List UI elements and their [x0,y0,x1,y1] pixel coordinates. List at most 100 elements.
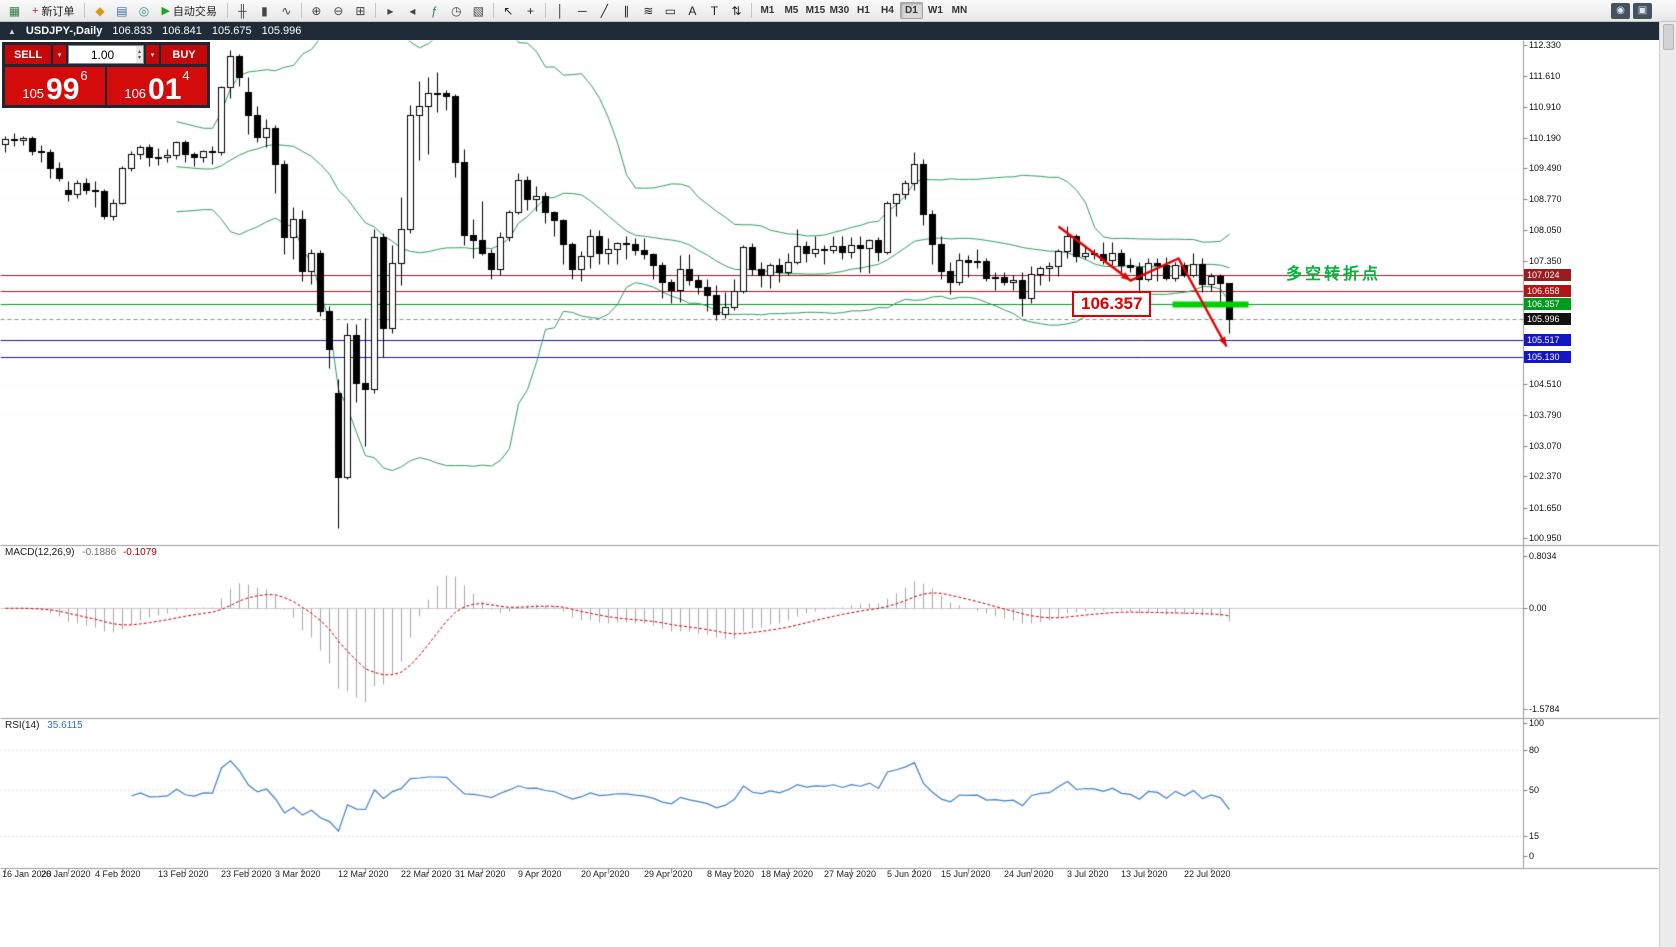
new-order-button[interactable]: + 新订单 [26,2,80,20]
sell-price-box[interactable]: 105 99 6 [5,67,105,105]
candlestick-chart-icon: ▮ [261,3,268,18]
sell-dropdown-caret-icon[interactable]: ▾ [53,45,66,64]
horizontal-line-icon: ─ [578,3,587,18]
timeframe-d1[interactable]: D1 [899,2,923,19]
ohlc-high: 106.841 [162,25,202,37]
arrows-icon[interactable]: ⇅ [726,2,747,20]
macd-label: MACD(12,26,9) -0.1886 -0.1079 [5,547,157,558]
spinner-down-icon[interactable]: ▾ [137,54,141,61]
trendline-icon: ╱ [600,3,609,18]
timeframe-m5[interactable]: M5 [784,5,799,16]
shapes-icon: ▭ [664,3,677,18]
window-scrollbar[interactable] [1659,22,1676,947]
buy-dropdown-caret-icon[interactable]: ▾ [146,45,159,64]
data-window-icon: ◎ [138,3,150,18]
crosshair-icon[interactable]: + [520,2,541,20]
fibonacci-icon[interactable]: ≋ [638,2,659,20]
sell-button[interactable]: SELL [5,45,51,64]
timeframe-m15[interactable]: M15 [805,5,826,16]
arrows-icon: ⇅ [731,3,742,18]
tile-windows-icon[interactable]: ⊞ [350,2,371,20]
shapes-icon[interactable]: ▭ [660,2,681,20]
new-chart-icon: ▦ [8,3,21,18]
one-click-trading-panel: SELL ▾ ▴ ▾ ▾ BUY 105 99 6 106 01 4 [2,42,210,108]
indicators-icon[interactable]: ƒ [424,2,445,20]
sell-price-sup: 6 [80,68,88,83]
line-chart-icon: ∿ [281,3,292,18]
zoom-in-icon: ⊕ [311,3,322,18]
timeframe-h4[interactable]: H4 [881,5,894,16]
timeframe-mn[interactable]: MN [951,5,968,16]
volume-input[interactable] [69,46,136,63]
ohlc-close: 105.996 [261,25,302,37]
vertical-line-icon[interactable]: │ [550,2,571,20]
symbol-info-bar: ▲ USDJPY-,Daily 106.833 106.841 105.675 … [0,22,1676,40]
zoom-in-icon[interactable]: ⊕ [306,2,327,20]
community-icon[interactable]: ▣ [1633,2,1652,19]
toolbar-separator [226,3,228,18]
line-chart-icon[interactable]: ∿ [276,2,297,20]
toolbar-separator [300,3,302,18]
autotrade-button[interactable]: ▶ 自动交易 [155,2,222,20]
text-label-icon: T [710,3,719,18]
toolbar-separator [492,3,494,18]
cursor-icon[interactable]: ↖ [498,2,519,20]
templates-icon[interactable]: ▧ [468,2,489,20]
fibonacci-icon: ≋ [643,3,654,18]
chart-shift-icon[interactable]: ◂ [402,2,423,20]
scrollbar-thumb[interactable] [1662,24,1674,50]
horizontal-line-icon[interactable]: ─ [572,2,593,20]
buy-price-box[interactable]: 106 01 4 [107,67,207,105]
trade-price-row: 105 99 6 106 01 4 [5,67,207,105]
zoom-out-icon[interactable]: ⊖ [328,2,349,20]
data-window-icon[interactable]: ◎ [133,2,154,20]
volume-spinner[interactable]: ▴ ▾ [135,46,143,63]
periods-icon[interactable]: ◷ [446,2,467,20]
cursor-icon: ↖ [503,3,514,18]
bar-chart-icon[interactable]: ╫ [232,2,253,20]
macd-main-value: -0.1886 [82,547,117,558]
periods-icon: ◷ [451,3,462,18]
text-label-icon[interactable]: T [704,2,725,20]
new-order-button-label: 新订单 [41,5,75,18]
timeframe-h1[interactable]: H1 [857,5,870,16]
metaeditor-icon[interactable]: ◆ [89,2,110,20]
equidistant-channel-icon[interactable]: ∥ [616,2,637,20]
auto-scroll-icon[interactable]: ▸ [380,2,401,20]
trade-controls-row: SELL ▾ ▴ ▾ ▾ BUY [5,45,207,64]
timeframe-m1[interactable]: M1 [760,5,775,16]
buy-price-prefix: 106 [124,86,147,102]
toolbar-separator [544,3,546,18]
toolbar-separator [374,3,376,18]
macd-name: MACD(12,26,9) [5,547,75,558]
candlestick-chart-icon[interactable]: ▮ [254,2,275,20]
buy-button[interactable]: BUY [161,45,207,64]
chart-canvas[interactable] [0,22,1676,947]
toolbar-right: ◉ ▣ [1611,2,1652,19]
sell-price-prefix: 105 [22,86,45,102]
toolbar-separator [84,3,86,18]
price-callout-box[interactable]: 106.357 [1072,291,1152,317]
market-watch-icon[interactable]: ▤ [111,2,132,20]
market-watch-icon: ▤ [116,3,128,18]
tile-windows-icon: ⊞ [355,3,366,18]
new-chart-icon[interactable]: ▦ [4,2,25,20]
text-icon[interactable]: A [682,2,703,20]
templates-icon: ▧ [472,3,485,18]
equidistant-channel-icon: ∥ [623,3,630,18]
autotrade-icon: ▶ [161,5,170,17]
bar-chart-icon: ╫ [238,3,247,18]
toolbar-separator [750,3,752,18]
spinner-up-icon[interactable]: ▴ [137,48,141,55]
timeframe-m30[interactable]: M30 [829,5,850,16]
rsi-name: RSI(14) [5,720,40,731]
trendline-icon[interactable]: ╱ [594,2,615,20]
collapse-icon[interactable]: ▲ [8,26,16,36]
metaeditor-icon: ◆ [95,3,105,18]
toolbar-items: ▦ + 新订单 ◆ ▤ ◎ ▶ 自动交易 ╫ ▮ ∿ ⊕ ⊖ ⊞ ▸ ◂ ƒ ◷ ▧ ↖ + │ ─ ╱ ∥ ≋ ▭ A T ⇅ M1 M5 M… [4,2,1611,20]
timeframe-w1[interactable]: W1 [927,5,943,16]
rsi-label: RSI(14) 35.6115 [5,720,83,731]
crosshair-icon: + [526,3,534,18]
search-icon[interactable]: ◉ [1611,2,1630,19]
